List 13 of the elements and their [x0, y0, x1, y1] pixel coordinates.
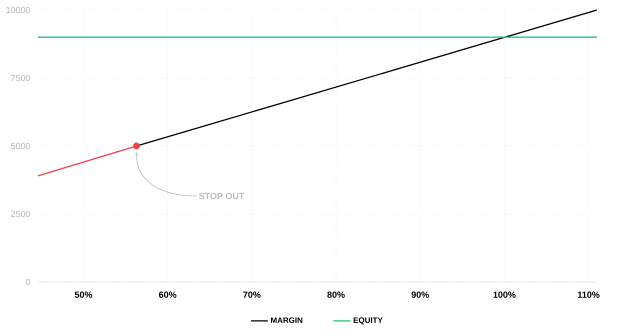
x-tick-label: 70% — [243, 292, 261, 298]
x-tick-label: 60% — [159, 292, 176, 298]
x-tick-label: 80% — [327, 292, 345, 298]
x-tick-label: 90% — [412, 292, 429, 298]
y-tick-label: 2500 — [10, 210, 30, 218]
x-tick-label: 100% — [493, 292, 516, 298]
y-tick-label: 0 — [26, 278, 30, 286]
x-tick-label: 50% — [74, 292, 92, 298]
x-tick-label: 110% — [578, 292, 600, 298]
annotation: STOP OUT — [198, 192, 244, 200]
y-tick-label: 7500 — [10, 74, 30, 82]
y-tick-label: 10000 — [6, 6, 30, 14]
y-tick-label: 5000 — [10, 142, 30, 150]
